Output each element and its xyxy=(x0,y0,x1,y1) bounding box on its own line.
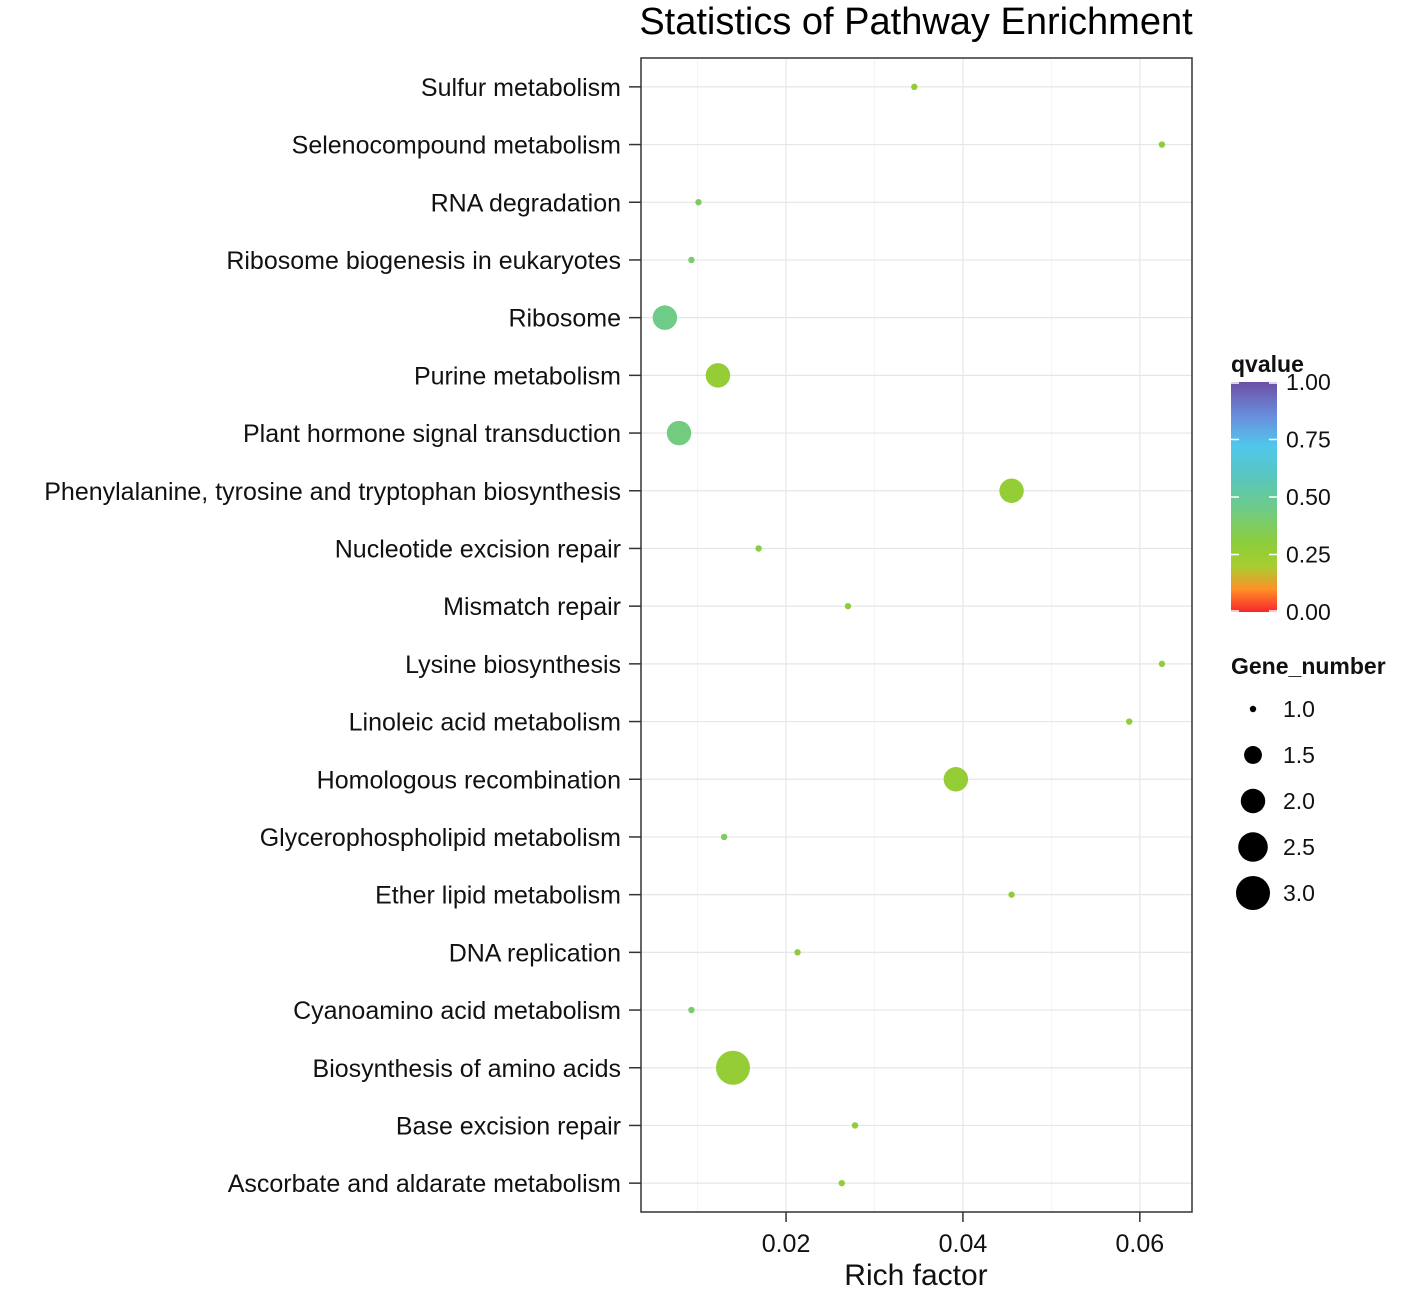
y-tick-label: Cyanoamino acid metabolism xyxy=(293,997,621,1025)
y-tick-label: Sulfur metabolism xyxy=(421,74,621,102)
data-point xyxy=(688,256,695,264)
x-axis-title: Rich factor xyxy=(844,1259,987,1292)
size-legend-label: 3.0 xyxy=(1283,880,1315,906)
y-tick-label: Lysine biosynthesis xyxy=(405,651,621,679)
data-point xyxy=(1126,718,1133,725)
y-tick-label: Mismatch repair xyxy=(443,593,621,621)
size-legend-label: 1.5 xyxy=(1283,742,1315,768)
y-tick-label: Homologous recombination xyxy=(317,766,621,794)
y-tick-label: DNA replication xyxy=(449,939,621,967)
size-legend-label: 1.0 xyxy=(1283,696,1315,722)
size-legend-label: 2.0 xyxy=(1283,788,1315,814)
qvalue-legend-label: 1.00 xyxy=(1286,369,1331,395)
y-tick-label: Base excision repair xyxy=(396,1112,621,1140)
y-tick-label: Ribosome xyxy=(508,305,621,333)
qvalue-legend-label: 0.25 xyxy=(1286,542,1331,568)
y-tick-label: Linoleic acid metabolism xyxy=(349,709,621,737)
plot-area: Sulfur metabolism Selenocompound metaboli… xyxy=(44,57,1193,1258)
size-legend-dot xyxy=(1236,876,1270,910)
data-point xyxy=(705,363,731,388)
x-tick-label: 0.04 xyxy=(939,1230,988,1258)
data-point xyxy=(1008,891,1015,898)
data-point xyxy=(911,83,918,91)
y-tick-label: Ascorbate and aldarate metabolism xyxy=(228,1170,621,1198)
qvalue-legend-title: qvalue xyxy=(1231,351,1304,377)
y-tick-label: RNA degradation xyxy=(431,189,621,217)
data-point xyxy=(688,1006,695,1014)
data-point xyxy=(838,1179,845,1187)
y-tick-label: Selenocompound metabolism xyxy=(292,132,621,160)
data-point xyxy=(715,1050,750,1085)
chart-title: Statistics of Pathway Enrichment xyxy=(639,1,1193,43)
qvalue-legend-label: 0.00 xyxy=(1286,599,1331,625)
data-point xyxy=(999,478,1024,503)
y-tick-label: Nucleotide excision repair xyxy=(335,535,621,563)
x-tick-label: 0.02 xyxy=(762,1230,811,1258)
plot-border xyxy=(640,57,1193,1213)
y-tick-label: Purine metabolism xyxy=(414,362,621,390)
y-tick-label: Glycerophospholipid metabolism xyxy=(260,824,621,852)
data-point xyxy=(695,199,702,206)
y-tick-label: Ribosome biogenesis in eukaryotes xyxy=(226,247,621,275)
data-point xyxy=(1158,141,1166,148)
y-tick-label: Ether lipid metabolism xyxy=(375,882,621,910)
data-point xyxy=(652,305,678,330)
data-point xyxy=(720,833,728,841)
gene-number-legend-title: Gene_number xyxy=(1231,653,1386,679)
x-tick-label: 0.06 xyxy=(1115,1230,1164,1258)
data-point xyxy=(851,1122,859,1129)
data-point xyxy=(794,949,801,956)
data-point xyxy=(943,767,969,792)
y-tick-label: Biosynthesis of amino acids xyxy=(313,1055,621,1083)
size-legend-dot xyxy=(1244,746,1262,764)
data-point xyxy=(666,420,692,446)
qvalue-legend-label: 0.50 xyxy=(1286,484,1331,510)
y-tick-label: Plant hormone signal transduction xyxy=(243,420,621,448)
data-point xyxy=(844,602,852,610)
size-legend-dot xyxy=(1240,788,1266,814)
data-point xyxy=(755,545,762,552)
size-legend-dot xyxy=(1238,832,1268,862)
qvalue-legend-label: 0.75 xyxy=(1286,427,1331,453)
size-legend-label: 2.5 xyxy=(1283,834,1315,860)
size-legend-dot xyxy=(1249,705,1257,713)
y-tick-label: Phenylalanine, tyrosine and tryptophan b… xyxy=(44,478,621,506)
data-point xyxy=(1158,660,1166,668)
